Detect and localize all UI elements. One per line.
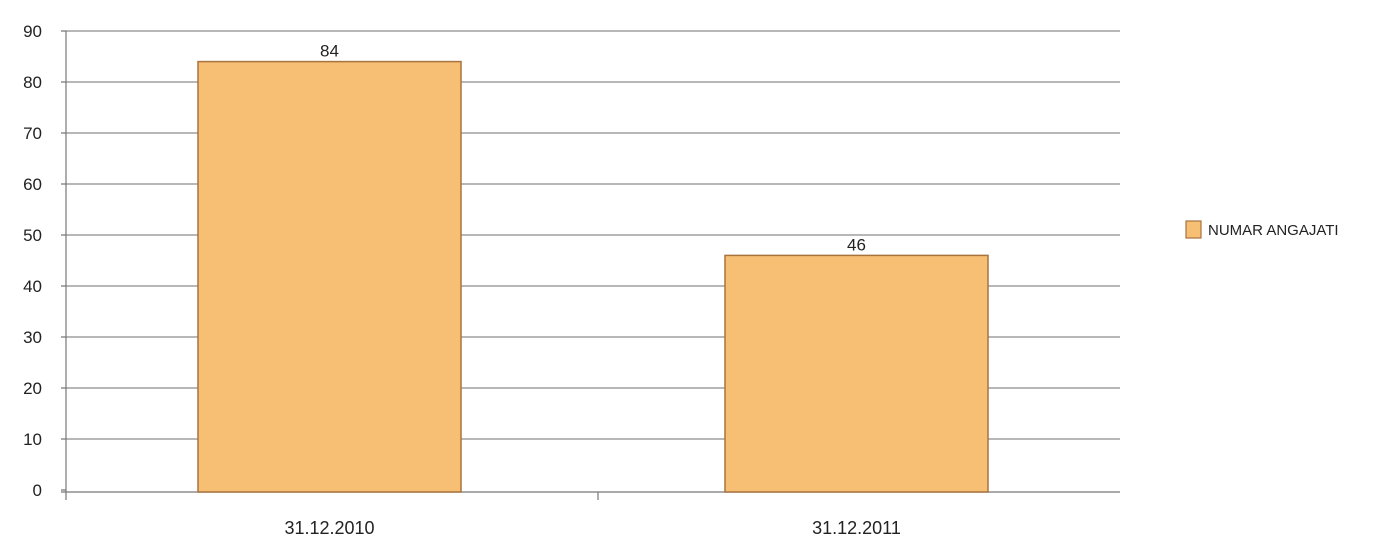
legend: NUMAR ANGAJATI: [1185, 220, 1339, 239]
y-tick-label: 20: [23, 379, 42, 398]
y-tick-label: 0: [33, 481, 42, 500]
y-tick-label: 80: [23, 73, 42, 92]
x-tick-labels: 31.12.2010 31.12.2011: [284, 518, 900, 538]
data-labels: 84 46: [320, 42, 866, 255]
x-tick-label: 31.12.2010: [284, 518, 374, 538]
bar: [724, 254, 989, 493]
y-tick-label: 70: [23, 124, 42, 143]
legend-swatch: [1185, 220, 1202, 239]
y-tick-label: 60: [23, 175, 42, 194]
legend-label: NUMAR ANGAJATI: [1208, 222, 1339, 239]
bars: [197, 60, 989, 493]
x-tick-label: 31.12.2011: [812, 518, 901, 538]
y-tick-label: 30: [23, 328, 42, 347]
y-tick-label: 90: [23, 22, 42, 41]
y-tick-label: 10: [23, 430, 42, 449]
y-tick-label: 40: [23, 277, 42, 296]
bar: [197, 60, 462, 493]
y-tick-labels: 0 10 20 30 40 50 60 70 80 90: [23, 22, 42, 500]
data-label: 84: [320, 42, 339, 61]
y-tick-label: 50: [23, 226, 42, 245]
data-label: 46: [847, 235, 866, 254]
